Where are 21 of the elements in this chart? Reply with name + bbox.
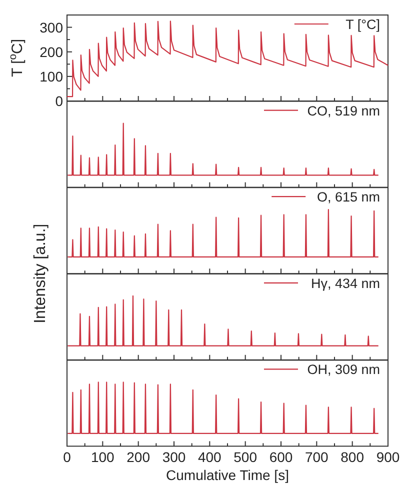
x-tick-label: 700	[304, 449, 329, 466]
y-tick-label: 200	[40, 44, 64, 60]
x-tick-label: 400	[198, 449, 222, 466]
y-tick-label: 300	[40, 19, 64, 36]
legend-label: Hγ, 434 nm	[310, 276, 380, 291]
legend-label: T [°C]	[346, 17, 380, 32]
legend-label: O, 615 nm	[316, 190, 380, 205]
y-axis-title: Intensity [a.u.]	[32, 224, 49, 324]
x-tick-label: 200	[126, 449, 150, 466]
x-tick-label: 100	[90, 449, 115, 466]
y-tick-label: 0	[55, 93, 64, 109]
x-tick-label: 900	[376, 449, 400, 466]
x-tick-label: 800	[340, 449, 364, 466]
x-tick-label: 300	[162, 449, 186, 466]
y-tick-label: 100	[40, 68, 64, 84]
x-tick-label: 600	[269, 449, 293, 466]
x-axis-title: Cumulative Time [s]	[166, 467, 289, 484]
legend-label: OH, 309 nm	[307, 362, 380, 378]
x-tick-label: 500	[234, 449, 258, 466]
legend-label: CO, 519 nm	[307, 103, 380, 118]
line-series	[66, 20, 389, 98]
